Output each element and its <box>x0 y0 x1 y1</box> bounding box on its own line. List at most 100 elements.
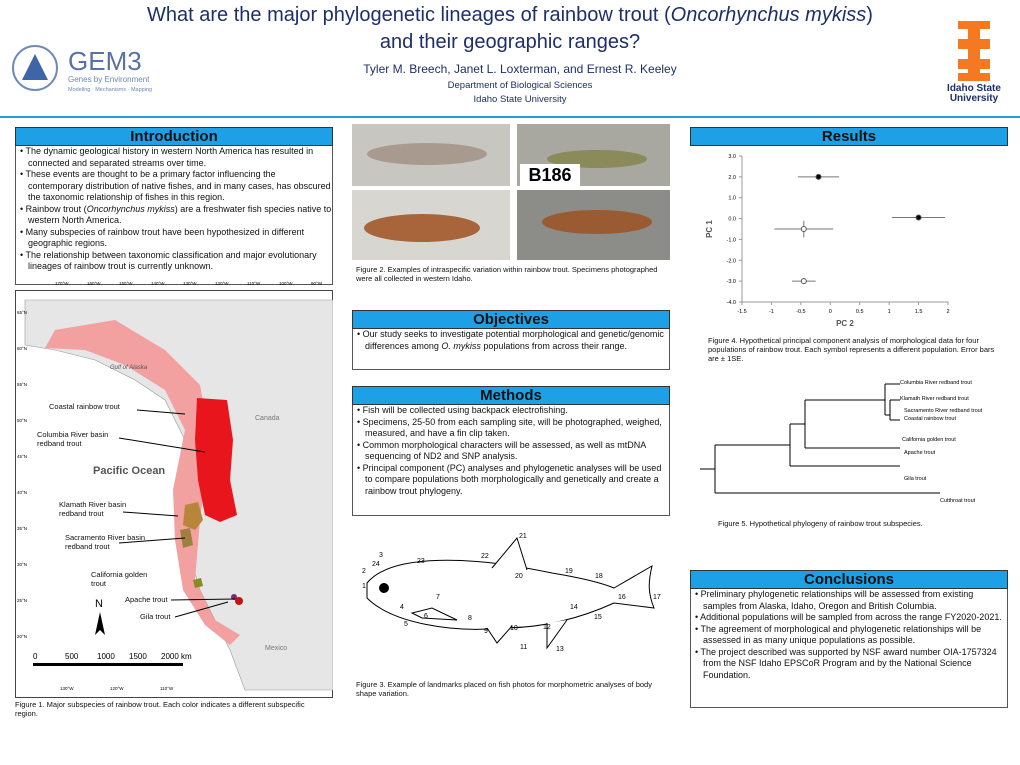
bullet-text: Our study seeks to investigate potential… <box>362 329 664 351</box>
gem3-sub: Genes by Environment <box>68 75 150 84</box>
longitude-label: 120°W <box>215 281 229 286</box>
map-label: Columbia River basin redband trout <box>37 430 109 448</box>
landmark-label: 1 <box>362 583 366 590</box>
pca-chart: 3.0 2.0 1.0 0.0 -1.0 -2.0 -3.0 -4.0-1.5 -1 -0.5 0 0… <box>705 154 950 328</box>
point <box>800 278 807 285</box>
longitude-label: 90°W <box>311 281 323 286</box>
caption: Figure 4. Hypothetical principal compone… <box>708 336 995 363</box>
bullet: • Specimens, 25-50 from each sampling si… <box>357 416 662 439</box>
country-label: Canada <box>255 415 280 422</box>
latitude-label: 60°N <box>17 346 28 351</box>
bullet-text: The project described was supported by N… <box>700 646 997 680</box>
bullet: • Principal component (PC) analyses and … <box>357 462 662 496</box>
landmark-label: 10 <box>510 625 518 632</box>
longitude-label: 110°W <box>160 686 174 691</box>
y-tick-label: -3.0 <box>727 279 736 285</box>
landmark-label: 7 <box>436 594 440 601</box>
isu-logo: Idaho State University <box>947 21 1001 104</box>
bullet-text: Many subspecies of rainbow trout have be… <box>25 226 305 249</box>
longitude-label: 140°W <box>151 281 165 286</box>
isu-name: University <box>950 93 999 104</box>
scale-label: 500 <box>65 652 79 661</box>
section-heading: Results <box>690 127 1008 146</box>
country-label: Mexico <box>265 645 288 652</box>
bullet-text: Preliminary phylogenetic relationships w… <box>700 589 974 611</box>
gem3-logo: GEM3 Genes by Environment Modeling · Mec… <box>12 45 152 93</box>
photo-tag: B186 <box>528 165 571 185</box>
intro-text: • The dynamic geological history in west… <box>15 146 333 285</box>
bullet-text: The relationship between taxonomic class… <box>25 249 317 272</box>
bullet-text: The agreement of morphological and phylo… <box>700 623 982 646</box>
y-tick-label: 3.0 <box>728 154 736 160</box>
latitude-label: 50°N <box>17 418 28 423</box>
landmark-label: 20 <box>515 573 523 580</box>
scale-label: 1500 <box>129 652 147 661</box>
landmark-label: 5 <box>404 621 408 628</box>
point <box>915 214 922 221</box>
landmark-label: 14 <box>570 604 578 611</box>
objectives-text: • Our study seeks to investigate potenti… <box>352 329 670 370</box>
bullet-text: Rainbow trout ( <box>25 203 87 214</box>
latitude-label: 45°N <box>17 454 28 459</box>
y-tick-label: -4.0 <box>727 300 736 306</box>
x-tick-label: -0.5 <box>796 309 805 315</box>
longitude-label: 120°W <box>110 686 124 691</box>
leaf-label: Klamath River redband trout <box>900 396 969 402</box>
scale-label: 0 <box>33 652 38 661</box>
bullet: • Rainbow trout (Oncorhynchus mykiss) ar… <box>20 203 332 226</box>
latitude-label: 25°N <box>17 598 28 603</box>
bullet: • Preliminary phylogenetic relationships… <box>695 589 974 611</box>
caption: Figure 3. Example of landmarks placed on… <box>356 680 652 698</box>
landmark-label: 12 <box>543 624 551 631</box>
leaf-label: Sacramento River redband trout <box>904 408 983 414</box>
landmark-label: 18 <box>595 573 603 580</box>
map-label: Sacramento River basin redband trout <box>65 533 146 551</box>
leaf-label: Apache trout <box>904 450 936 456</box>
map-labels: Coastal rainbow trout Columbia River bas… <box>15 281 333 698</box>
bullet-text: The dynamic geological history in wester… <box>25 146 314 168</box>
longitude-label: 130°W <box>183 281 197 286</box>
x-tick-label: 2 <box>946 309 949 315</box>
conclusions-text: • Preliminary phylogenetic relationships… <box>690 589 1008 708</box>
x-tick-label: 0.5 <box>856 309 864 315</box>
bullet-text: Common morphological characters will be … <box>362 439 646 462</box>
y-tick-label: -2.0 <box>727 258 736 264</box>
bullet-text: Fish will be collected using backpack el… <box>362 405 568 415</box>
point <box>815 173 822 180</box>
bullet: • The relationship between taxonomic cla… <box>20 249 317 272</box>
bullet-text: Oncorhynchus mykiss <box>86 203 175 214</box>
bullet-text: Additional populations will be sampled f… <box>700 612 1002 622</box>
bullet: • These events are thought to be a prima… <box>20 169 331 202</box>
methods-text: • Fish will be collected using backpack … <box>352 405 670 516</box>
x-tick-label: 1.5 <box>915 309 923 315</box>
caption: Figure 5. Hypothetical phylogeny of rain… <box>718 519 923 528</box>
leaf-label: Cutthroat trout <box>940 498 976 504</box>
title-line: What are the major phylogenetic lineages… <box>0 2 1020 29</box>
bullet-text: ) are a freshwater fish species native t… <box>28 203 332 226</box>
longitude-label: 160°W <box>87 281 101 286</box>
gem3-sub2: Modeling · Mechanisms · Mapping <box>68 87 152 93</box>
y-axis-label: PC 1 <box>705 220 714 238</box>
x-tick-label: 1 <box>888 309 891 315</box>
leaf-label: Gila trout <box>904 476 927 482</box>
title-part: Oncorhynchus mykiss <box>670 4 867 26</box>
landmark-label: 23 <box>417 558 425 565</box>
section-heading: Methods <box>352 386 670 405</box>
university: Idaho State University <box>473 94 567 105</box>
caption: Figure 1. Major subspecies of rainbow tr… <box>15 700 305 718</box>
authors: Tyler M. Breech, Janet L. Loxterman, and… <box>363 62 677 76</box>
bullet: • Many subspecies of rainbow trout have … <box>20 226 305 249</box>
y-tick-label: 0.0 <box>728 217 736 223</box>
map-label: Klamath River basin redband trout <box>59 500 127 518</box>
gulf-label: Gulf of Alaska <box>110 365 148 371</box>
landmark-label: 24 <box>372 561 380 568</box>
bullet-text: populations from across their range. <box>480 340 627 351</box>
section-heading: Introduction <box>15 127 333 146</box>
fish-photos: B186 <box>352 124 670 260</box>
section-heading: Conclusions <box>690 570 1008 589</box>
bullet-text: These events are thought to be a primary… <box>25 169 331 202</box>
longitude-label: 130°W <box>60 686 74 691</box>
scale-label: 1000 <box>97 652 115 661</box>
